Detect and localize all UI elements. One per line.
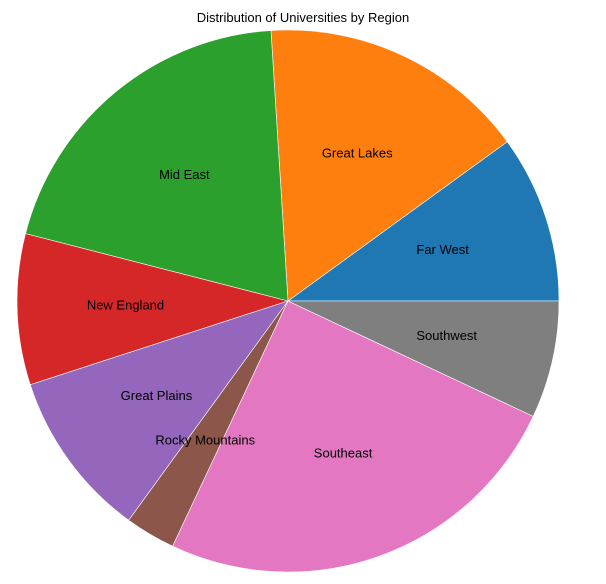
pie-slice-southeast [172, 300, 534, 573]
chart-title: Distribution of Universities by Region [196, 10, 410, 25]
slice-label-new-england: New England [87, 298, 164, 313]
slice-label-southeast: Southeast [314, 445, 373, 460]
pie-slice-great-plains [29, 300, 289, 521]
slice-label-rocky-mountains: Rocky Mountains [155, 432, 255, 447]
pie-slice-far-west [287, 141, 560, 302]
slice-label-far-west: Far West [416, 242, 469, 257]
pie-slice-mid-east [25, 30, 289, 302]
pie-slice-southwest [287, 300, 560, 417]
slice-label-southwest: Southwest [416, 328, 477, 343]
pie-slice-great-lakes [270, 29, 508, 302]
pie-slice-new-england [16, 233, 290, 386]
slice-label-great-lakes: Great Lakes [322, 145, 393, 160]
slice-label-great-plains: Great Plains [121, 388, 193, 403]
slice-label-mid-east: Mid East [159, 167, 210, 182]
